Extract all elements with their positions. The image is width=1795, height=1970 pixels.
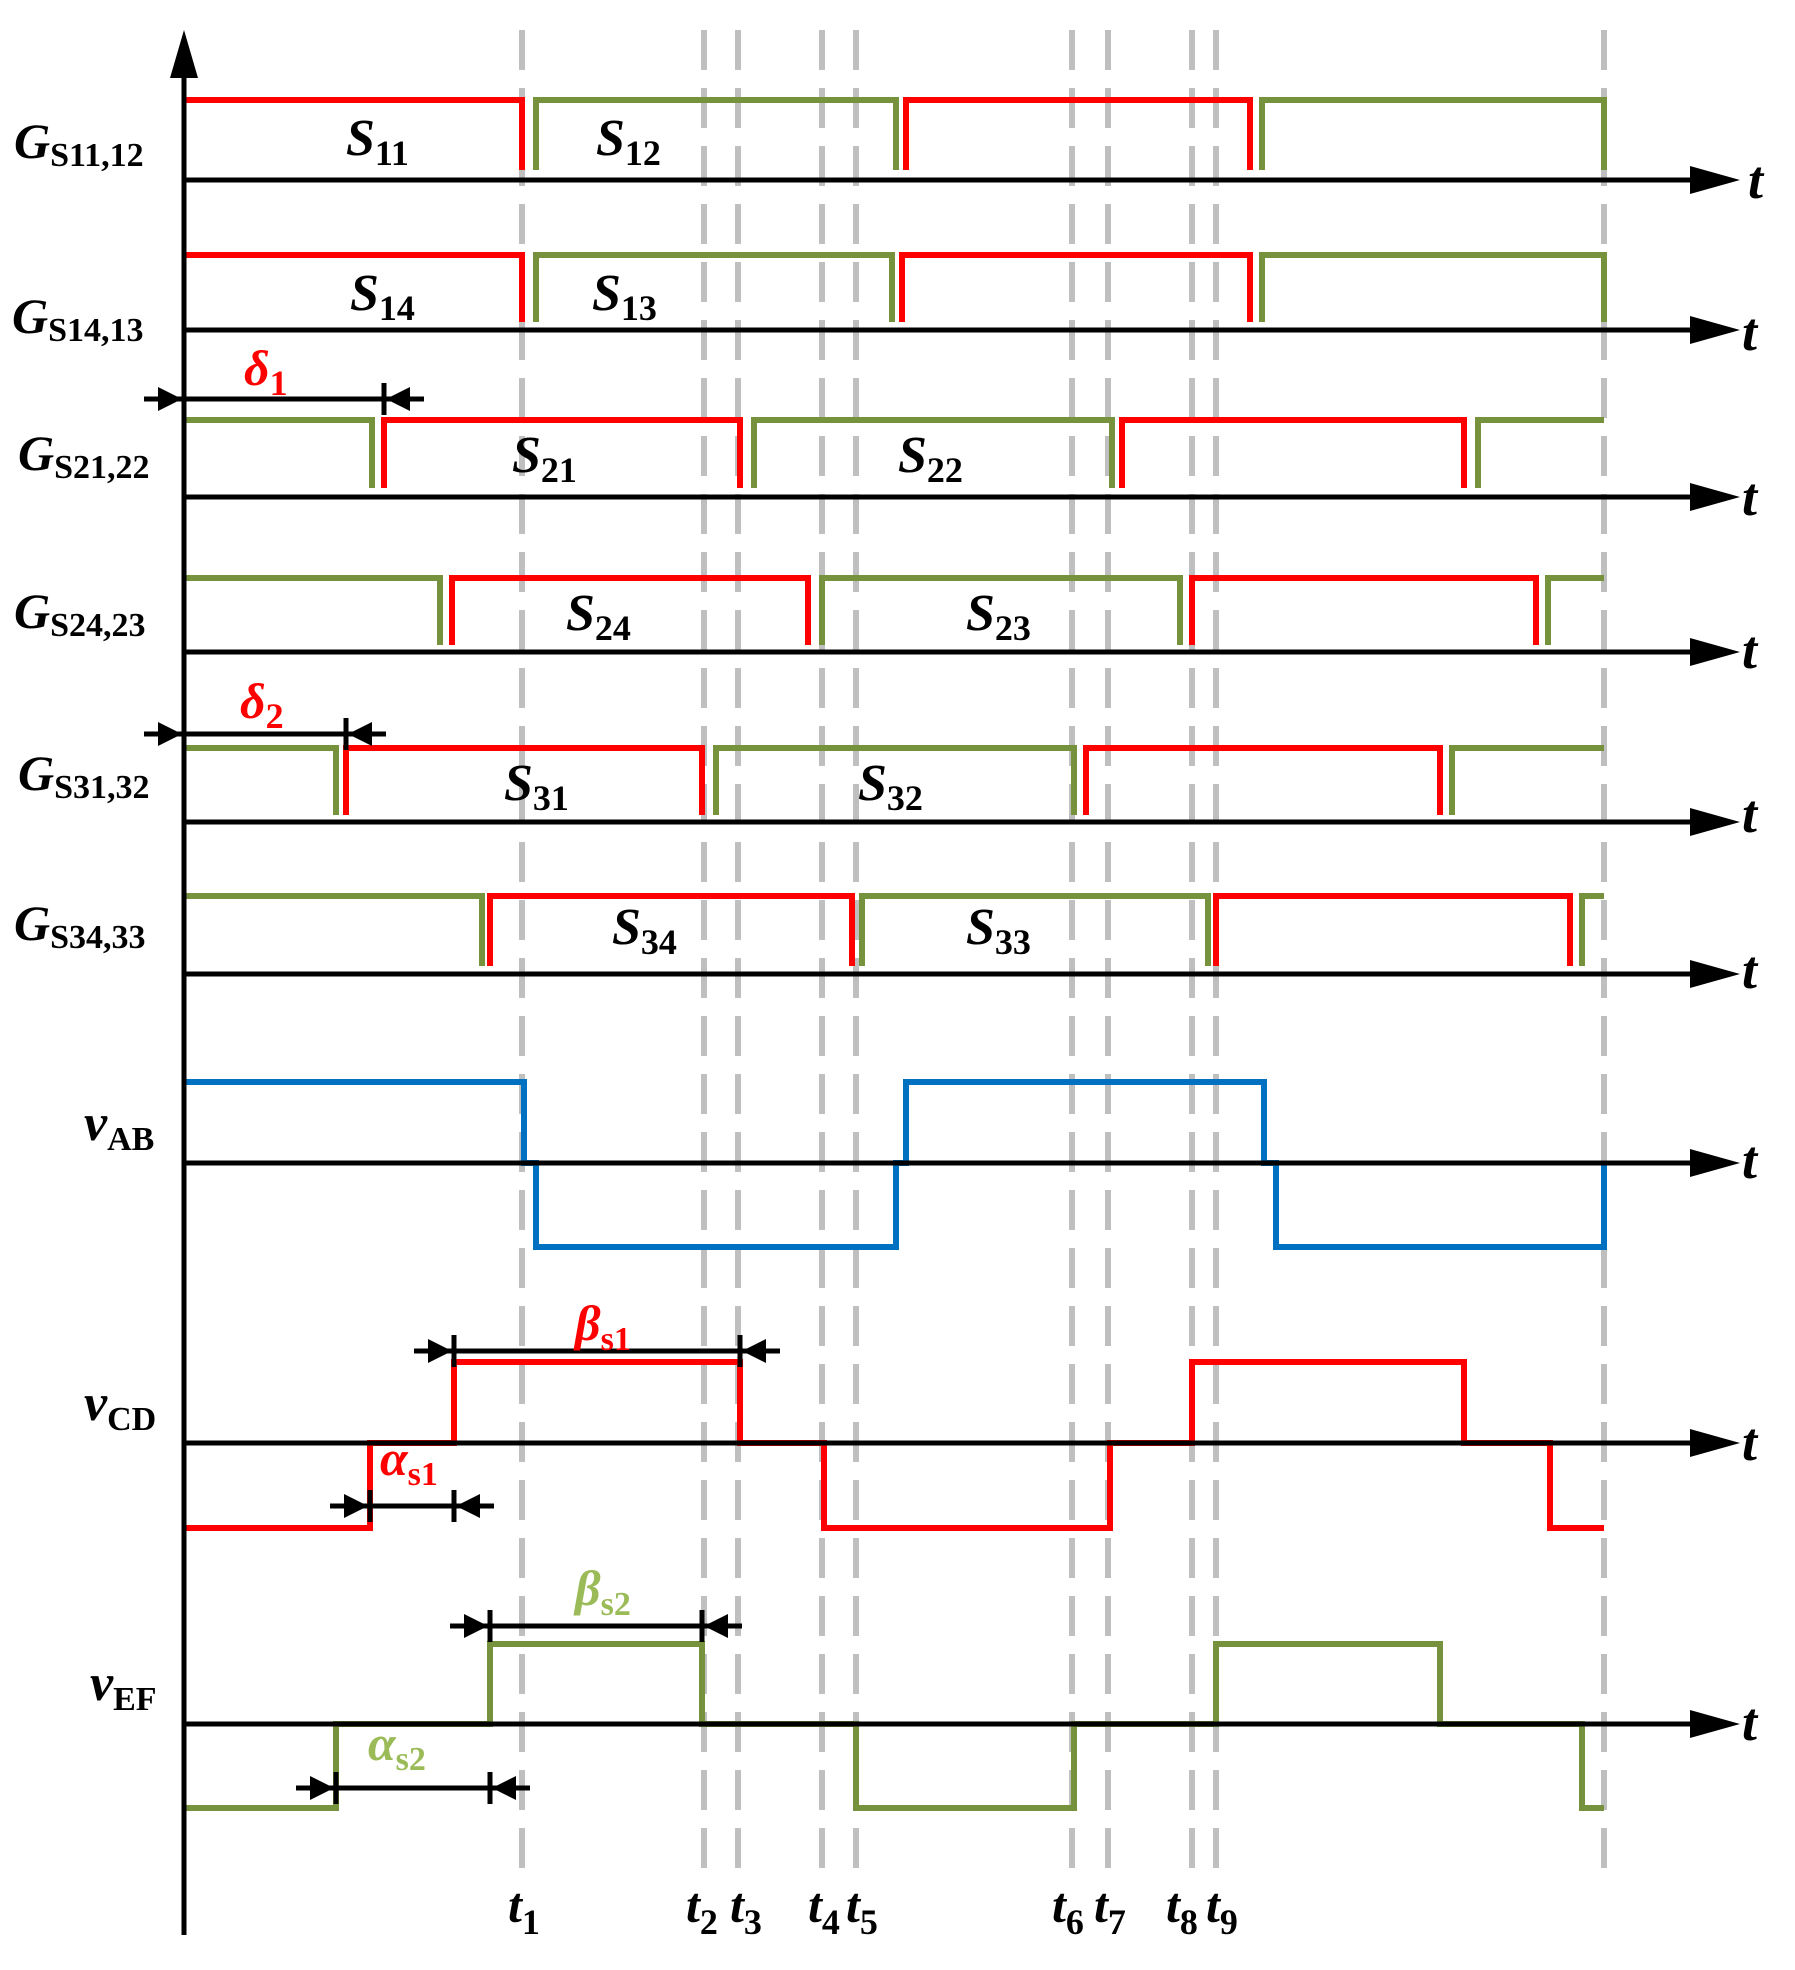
pulse-label-s34: S34 (612, 899, 677, 962)
axis-t-label-7: t (1742, 1130, 1759, 1190)
time-axis-arrow-1 (1690, 166, 1740, 194)
time-axis-arrow-4 (1690, 638, 1740, 666)
gs14-13-red (184, 252, 1253, 322)
time-mark-t8: t8 (1166, 1877, 1198, 1942)
time-axis-arrow-5 (1690, 808, 1740, 836)
row-label-gs11-12: GS11,12 (14, 113, 144, 174)
beta-s1-marker (414, 1335, 780, 1367)
time-mark-t7: t7 (1094, 1877, 1126, 1942)
time-axis-arrow-2 (1690, 316, 1740, 344)
interval-label-delta2: δ2 (240, 673, 284, 736)
time-axis-arrow-9 (1690, 1710, 1740, 1738)
gs14-13-green (533, 252, 1607, 322)
axis-t-label-4: t (1742, 620, 1759, 680)
time-mark-t4: t4 (808, 1877, 840, 1942)
pulse-label-s11: S11 (346, 110, 409, 173)
time-mark-t1: t1 (508, 1877, 540, 1942)
time-mark-t5: t5 (846, 1877, 878, 1942)
pulse-label-s23: S23 (966, 585, 1031, 648)
pulse-label-s13: S13 (592, 265, 657, 328)
time-axis-arrow-7 (1690, 1149, 1740, 1177)
axis-t-label-8: t (1742, 1412, 1759, 1472)
pulse-label-s21: S21 (512, 427, 577, 490)
alpha-s1-marker (330, 1490, 494, 1522)
time-axis-arrow-6 (1690, 960, 1740, 988)
waveforms (184, 97, 1607, 1811)
gs31-32-green (184, 745, 1604, 815)
axis-t-label-3: t (1742, 467, 1759, 527)
interval-label-beta-s2: βs2 (573, 1560, 631, 1623)
voltage-label-vab: vAB (84, 1095, 154, 1158)
gs11-12-green (533, 97, 1607, 170)
gs11-12-red (184, 97, 1253, 170)
alpha-s2-marker (296, 1772, 530, 1804)
axis-t-label-9: t (1742, 1692, 1759, 1752)
row-label-gs14-13: GS14,13 (12, 288, 144, 349)
vertical-axis-arrow (170, 30, 198, 78)
pulse-label-s24: S24 (566, 585, 631, 648)
pulse-label-s33: S33 (966, 899, 1031, 962)
gs21-22-red (381, 417, 1467, 488)
interval-label-alpha-s1: αs1 (380, 1430, 438, 1493)
voltage-label-vcd: vCD (84, 1375, 156, 1438)
interval-label-delta1: δ1 (244, 340, 288, 403)
row-label-gs34-33: GS34,33 (14, 895, 146, 956)
axis-t-label-2: t (1742, 302, 1759, 362)
time-guide-lines (519, 30, 1607, 1870)
time-mark-t2: t2 (686, 1877, 718, 1942)
axes (170, 30, 1740, 1935)
row-label-gs31-32: GS31,32 (18, 745, 150, 806)
pulse-label-s22: S22 (898, 427, 963, 490)
gs24-23-green (184, 575, 1604, 645)
interval-label-alpha-s2: αs2 (368, 1715, 426, 1778)
axis-t-label-1: t (1748, 150, 1765, 210)
pulse-label-s12: S12 (596, 110, 661, 173)
gs31-32-red (343, 745, 1443, 815)
beta-s2-marker (450, 1610, 742, 1642)
gs34-33-red (487, 893, 1573, 966)
time-mark-t3: t3 (730, 1877, 762, 1942)
delta1-marker (144, 383, 424, 415)
gs24-23-red (449, 575, 1539, 645)
time-axis-arrow-3 (1690, 483, 1740, 511)
time-mark-t6: t6 (1052, 1877, 1084, 1942)
pulse-label-s14: S14 (350, 265, 415, 328)
pulse-label-s32: S32 (858, 755, 923, 818)
gs21-22-green (184, 417, 1604, 488)
interval-markers (144, 383, 780, 1804)
row-label-gs24-23: GS24,23 (14, 583, 146, 644)
voltage-label-vef: vEF (90, 1655, 157, 1718)
labels: GS11,12 GS14,13 GS21,22 GS24,23 GS31,32 … (12, 110, 1765, 1942)
time-axis-arrow-8 (1690, 1429, 1740, 1457)
row-label-gs21-22: GS21,22 (18, 425, 150, 486)
delta2-marker (144, 718, 386, 750)
interval-label-beta-s1: βs1 (573, 1295, 631, 1358)
gs34-33-green (184, 893, 1604, 966)
pulse-label-s31: S31 (504, 755, 569, 818)
axis-t-label-5: t (1742, 784, 1759, 844)
time-mark-t9: t9 (1206, 1877, 1238, 1942)
axis-t-label-6: t (1742, 940, 1759, 1000)
